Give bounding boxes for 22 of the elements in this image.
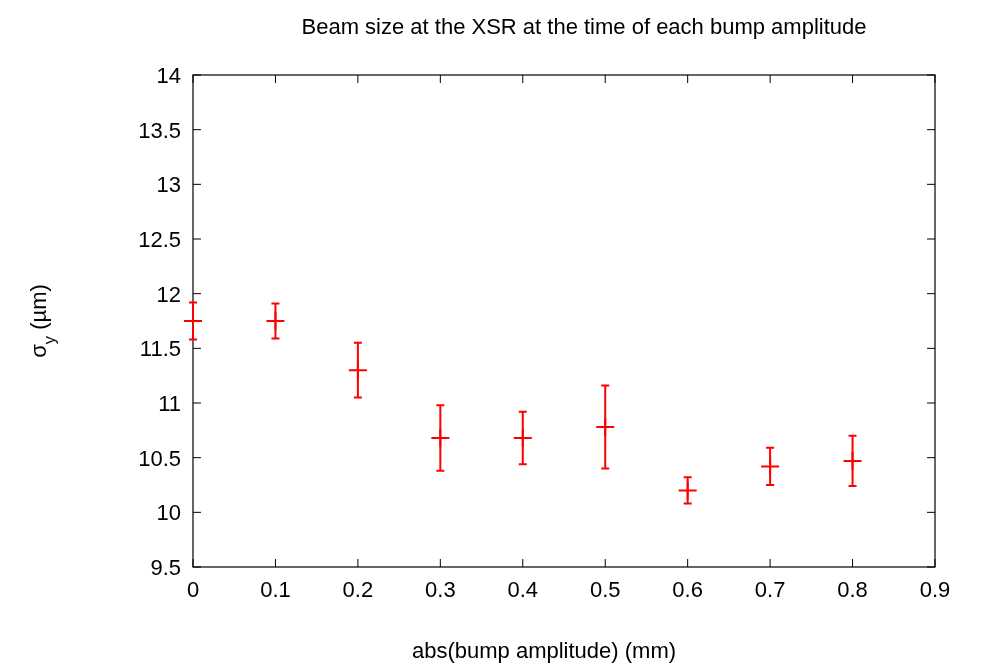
y-tick-label: 12.5 (138, 227, 181, 252)
y-tick-label: 12 (156, 281, 181, 307)
x-tick-label: 0.7 (754, 577, 786, 602)
x-tick-label: 0.2 (342, 577, 374, 602)
x-axis-title: abs(bump amplitude) (mm) (411, 638, 677, 663)
x-tick-label: 0.8 (837, 577, 868, 602)
y-tick-label: 14 (156, 63, 181, 88)
x-tick-label: 0.6 (672, 577, 703, 602)
y-tick-label: 9.5 (150, 555, 181, 580)
x-tick-label: 0.5 (589, 577, 621, 602)
x-tick-label: 0.4 (507, 577, 539, 602)
x-tick-label: 0 (186, 577, 200, 602)
y-tick-label: 10 (156, 500, 181, 526)
x-tick-label: 0.9 (919, 577, 951, 602)
chart-title: Beam size at the XSR at the time of each bump amplitude (301, 14, 867, 39)
y-tick-label: 13 (156, 172, 181, 198)
x-tick-label: 0.1 (260, 577, 291, 602)
y-tick-label: 11 (158, 391, 181, 416)
x-tick-label: 0.3 (425, 577, 456, 602)
y-tick-label: 13.5 (138, 117, 181, 143)
y-tick-label: 11.5 (139, 336, 181, 362)
y-tick-label: 10.5 (138, 445, 181, 471)
